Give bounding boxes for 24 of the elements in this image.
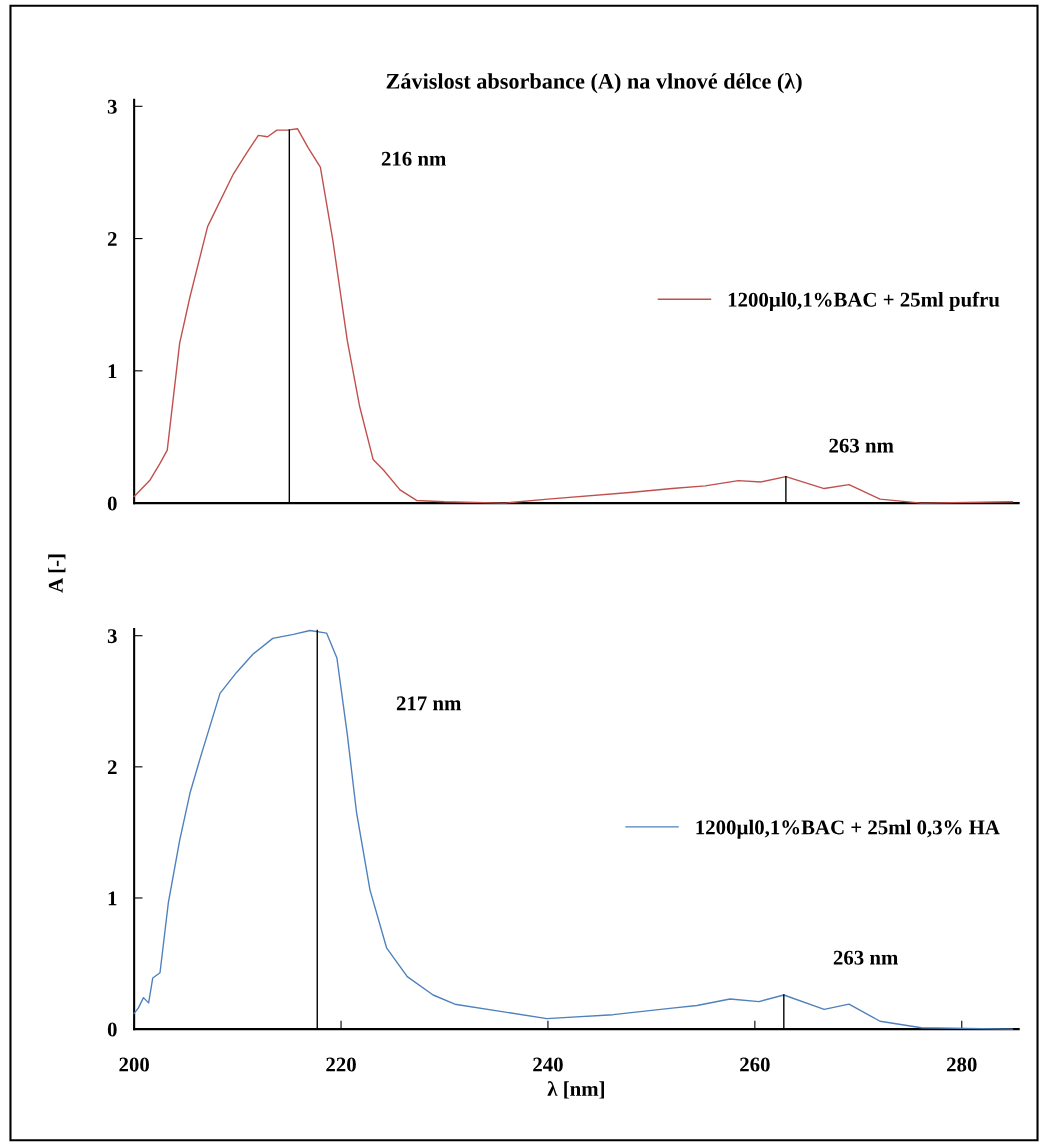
y-tick-label: 2	[107, 760, 117, 775]
x-axis-title: λ [nm]	[547, 1081, 604, 1099]
y-tick-label: 3	[107, 629, 117, 644]
y-tick-label: 2	[107, 232, 117, 246]
line-series	[133, 128, 1014, 504]
annotation: 263 nm	[833, 950, 898, 965]
annotation: 263 nm	[829, 438, 894, 453]
annotation: 216 nm	[381, 151, 446, 166]
x-tick-label: 240	[533, 1057, 563, 1072]
y-axis-title: A [-]	[48, 554, 66, 593]
y-tick-label: 0	[107, 1022, 117, 1037]
legend-label: 1200µl0,1%BAC + 25ml pufru	[728, 291, 1000, 311]
x-tick-label: 220	[326, 1057, 356, 1072]
x-tick-label: 200	[119, 1057, 149, 1072]
annotation: 217 nm	[396, 696, 462, 711]
line-series	[133, 629, 1014, 1030]
chart-title: Závislost absorbance (A) na vlnové délce (λ)	[386, 72, 802, 94]
x-tick-label: 260	[740, 1057, 770, 1072]
y-tick-label: 0	[107, 496, 117, 511]
y-tick-label: 3	[107, 99, 117, 114]
y-tick-label: 1	[108, 891, 117, 906]
y-tick-label: 1	[108, 364, 117, 379]
legend-label: 1200µl0,1%BAC + 25ml 0,3% HA	[696, 819, 1000, 839]
x-tick-label: 280	[947, 1057, 977, 1072]
